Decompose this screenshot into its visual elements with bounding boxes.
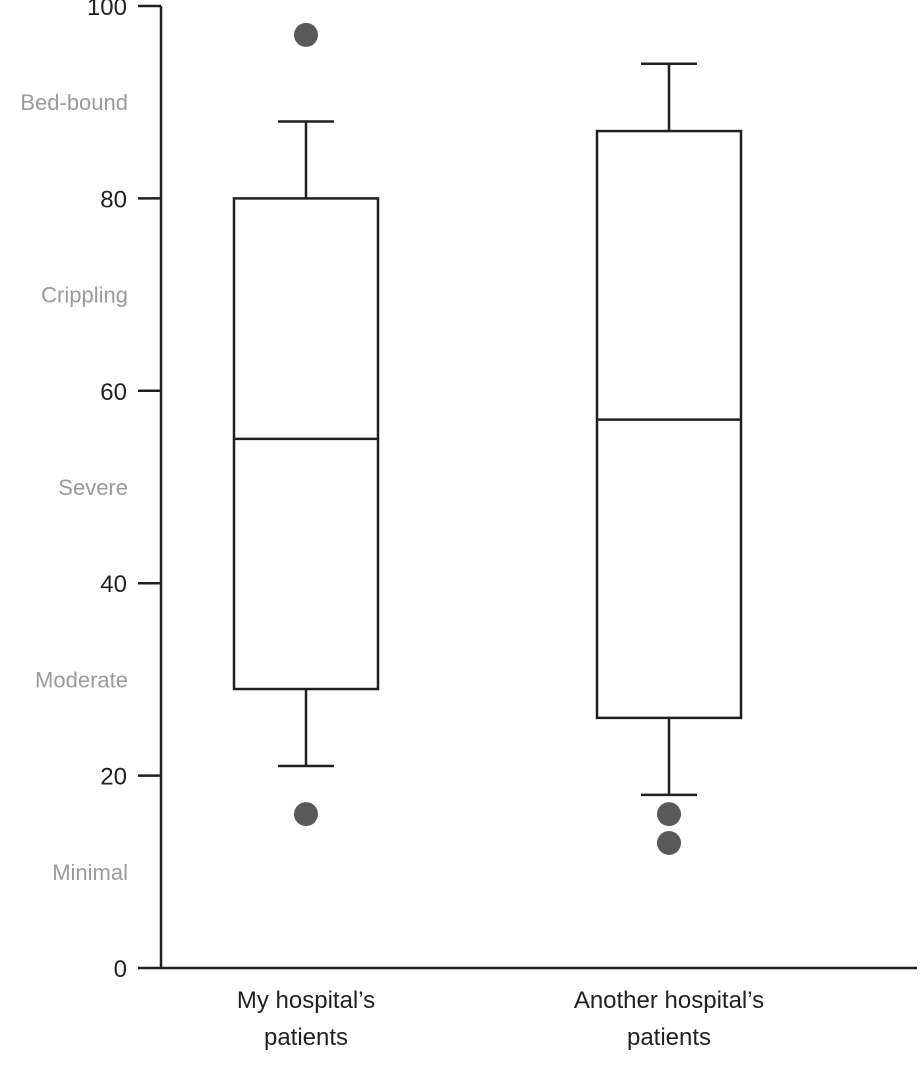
- y-tick-label-80: 80: [100, 186, 127, 213]
- category-label-line2: patients: [627, 1024, 711, 1051]
- y-band-label: Moderate: [35, 667, 128, 692]
- outlier-point: [294, 802, 318, 827]
- iqr-box: [232, 197, 380, 691]
- boxes: [232, 22, 743, 855]
- y-tick-label-20: 20: [100, 764, 127, 791]
- y-tick-label-60: 60: [100, 379, 127, 406]
- outlier-point: [657, 802, 681, 827]
- y-tick-label-100: 100: [87, 0, 127, 21]
- y-band-labels: Bed-bound Crippling Severe Moderate Minimal: [20, 90, 128, 885]
- category-label-line1: My hospital’s: [237, 987, 375, 1014]
- outlier-point: [657, 830, 681, 855]
- y-ticks: 0 20 40 60 80 100: [87, 0, 161, 983]
- box-group-2: [595, 62, 743, 855]
- y-band-label: Minimal: [52, 860, 128, 885]
- category-label-line1: Another hospital’s: [574, 987, 764, 1014]
- y-tick-label-40: 40: [100, 571, 127, 598]
- iqr-box: [595, 129, 743, 720]
- category-labels: My hospital’s patients Another hospital’s p…: [237, 987, 764, 1051]
- y-band-label: Crippling: [41, 283, 128, 308]
- y-tick-label-0: 0: [114, 956, 127, 983]
- y-band-label: Severe: [58, 475, 128, 500]
- axes: [159, 6, 917, 970]
- category-label-line2: patients: [264, 1024, 348, 1051]
- box-group-1: [232, 22, 380, 827]
- outlier-point: [294, 22, 318, 47]
- y-band-label: Bed-bound: [20, 90, 128, 115]
